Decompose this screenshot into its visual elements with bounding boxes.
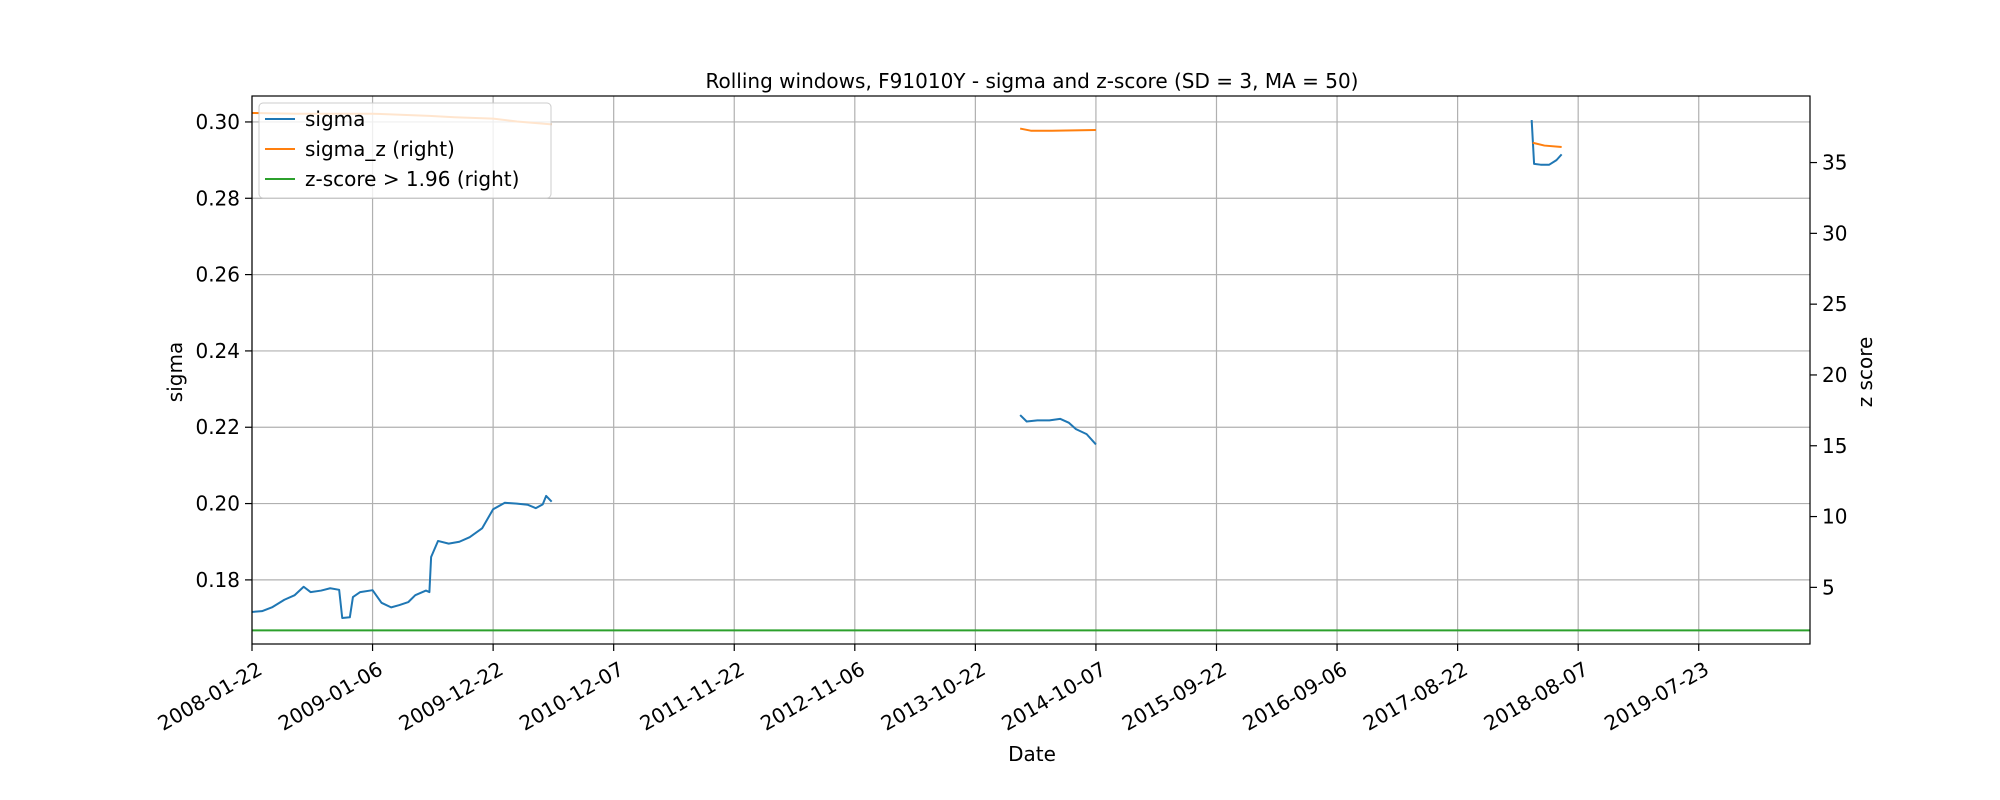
y-tick-label-left: 0.26	[195, 263, 240, 287]
y-tick-label-right: 30	[1822, 221, 1847, 245]
x-tick-label: 2011-11-22	[636, 657, 749, 736]
legend-box	[258, 102, 552, 199]
y-tick-label-left: 0.28	[195, 186, 240, 210]
y-axis-left: 0.18 0.20 0.22 0.24 0.26 0.28 0.30	[195, 110, 252, 592]
series-line-sigma-z-right	[1532, 141, 1562, 148]
x-tick-label: 2010-12-07	[515, 657, 628, 736]
x-tick-label: 2009-01-06	[274, 657, 387, 736]
y-tick-label-right: 25	[1822, 292, 1847, 316]
legend: sigma sigma_z (right) z-score > 1.96 (righ…	[258, 102, 552, 199]
y-tick-label-right: 35	[1822, 151, 1847, 175]
x-tick-label: 2019-07-23	[1600, 657, 1713, 736]
x-tick-label: 2016-09-06	[1238, 657, 1351, 736]
y-tick-label-right: 10	[1822, 505, 1847, 529]
x-axis: 2008-01-22 2009-01-06 2009-12-22 2010-12-07…	[153, 644, 1713, 736]
x-axis-label: Date	[1008, 742, 1056, 766]
x-tick-label: 2014-10-07	[997, 657, 1110, 736]
legend-label: sigma_z (right)	[305, 137, 455, 161]
plot-frame	[251, 95, 1811, 645]
legend-label: sigma	[305, 107, 365, 131]
series-line-sigma	[1530, 119, 1563, 166]
x-tick-label: 2009-12-22	[395, 657, 508, 736]
y-tick-label-left: 0.30	[195, 110, 240, 134]
x-tick-label: 2013-10-22	[877, 657, 990, 736]
x-tick-label: 2012-11-06	[756, 657, 869, 736]
y-tick-label-left: 0.18	[195, 568, 240, 592]
series-line-sigma	[251, 494, 553, 620]
x-tick-label: 2008-01-22	[153, 657, 266, 736]
y-tick-label-left: 0.24	[195, 339, 240, 363]
y-tick-label-right: 5	[1822, 575, 1835, 599]
x-tick-label: 2015-09-22	[1118, 657, 1231, 736]
y-axis-right: 5 10 15 20 25 30 35	[1810, 151, 1847, 599]
x-tick-label: 2018-08-07	[1480, 657, 1593, 736]
y-tick-label-right: 20	[1822, 363, 1847, 387]
x-tick-label: 2017-08-22	[1359, 657, 1472, 736]
y-tick-label-left: 0.22	[195, 415, 240, 439]
series-line-sigma	[1019, 414, 1097, 446]
series-line-sigma-z-right	[1019, 127, 1096, 132]
y-tick-label-left: 0.20	[195, 492, 240, 516]
legend-label: z-score > 1.96 (right)	[305, 167, 519, 191]
y-axis-label-right: z score	[1853, 337, 1877, 408]
y-axis-label-left: sigma	[163, 342, 187, 402]
chart-title: Rolling windows, F91010Y - sigma and z-s…	[706, 69, 1359, 93]
y-tick-label-right: 15	[1822, 434, 1847, 458]
